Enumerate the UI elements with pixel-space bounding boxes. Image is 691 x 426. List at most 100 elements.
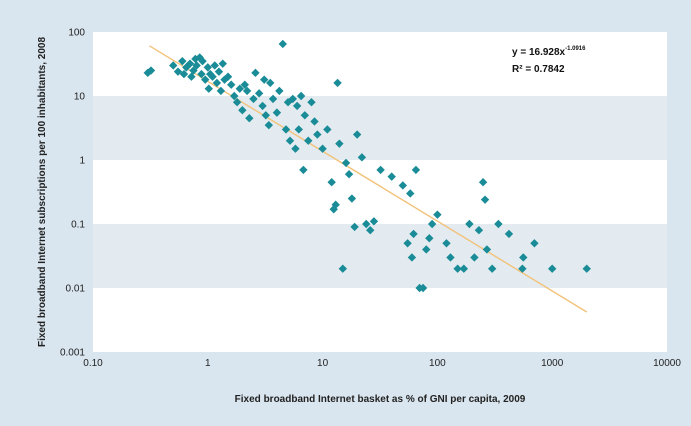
data-point (350, 222, 359, 232)
data-point (275, 86, 284, 96)
data-point (208, 72, 217, 81)
data-point (258, 101, 267, 111)
data-point (278, 39, 287, 49)
data-point (227, 80, 236, 89)
data-point (304, 136, 313, 145)
data-point (218, 59, 227, 68)
x-tick-labels: 0.10 1 10 100 1000 10000 (83, 358, 681, 369)
data-point (418, 283, 428, 293)
y-tick-label: 0.001 (60, 348, 85, 359)
data-point (470, 253, 479, 262)
y-tick-label: 0.01 (66, 284, 86, 295)
y-tick-label: 10 (74, 92, 86, 103)
data-point (453, 264, 462, 273)
data-point (197, 69, 206, 79)
data-point (480, 195, 490, 204)
data-point (272, 108, 282, 117)
data-point (204, 84, 213, 93)
data-point (189, 66, 198, 75)
data-point (232, 98, 242, 107)
data-point (285, 136, 295, 145)
data-point (214, 67, 224, 76)
data-point (530, 239, 539, 248)
plot-area (93, 32, 667, 352)
data-point (425, 233, 434, 243)
data-point (387, 172, 396, 181)
x-tick-label: 100 (429, 358, 446, 369)
data-point (403, 239, 412, 248)
data-point (409, 229, 418, 239)
y-tick-label: 0.1 (71, 220, 85, 231)
data-point (333, 78, 342, 88)
data-point (459, 264, 469, 273)
data-point (357, 153, 367, 162)
x-tick-label: 1 (205, 358, 211, 369)
data-point (212, 78, 222, 88)
data-point (242, 86, 252, 96)
data-point (251, 68, 260, 78)
data-point (504, 229, 514, 239)
data-point (264, 120, 274, 130)
data-point (195, 53, 204, 62)
data-point (254, 89, 264, 98)
data-point (474, 226, 484, 235)
data-point (327, 177, 336, 187)
data-point (178, 56, 187, 66)
data-point (446, 253, 455, 262)
data-point (347, 194, 357, 203)
data-point (582, 264, 591, 273)
y-tick-label: 1 (79, 156, 85, 167)
data-point (362, 219, 371, 229)
data-point (300, 111, 310, 120)
data-point (299, 165, 308, 175)
data-point (268, 94, 278, 104)
data-point (266, 78, 275, 88)
data-point (281, 125, 291, 134)
data-point (487, 264, 497, 273)
data-point (179, 69, 189, 79)
data-point (238, 105, 247, 115)
data-point (519, 253, 528, 262)
data-point (494, 219, 503, 229)
x-tick-label: 1000 (541, 358, 564, 369)
data-point (323, 125, 332, 134)
data-point (482, 245, 492, 254)
y-tick-labels: 0.001 0.01 0.1 1 10 100 (60, 28, 85, 359)
data-point (261, 111, 270, 120)
data-point (427, 219, 437, 229)
data-point (341, 158, 351, 168)
data-point (307, 98, 316, 107)
data-point (169, 61, 178, 70)
data-point (230, 91, 239, 101)
data-point (376, 165, 385, 175)
data-point (235, 84, 245, 93)
data-point (518, 264, 527, 273)
data-point (220, 75, 229, 84)
data-point (442, 239, 451, 248)
data-point (292, 101, 302, 111)
data-point (192, 61, 201, 70)
data-point (245, 113, 254, 123)
y-tick-label: 100 (68, 28, 85, 39)
data-point (201, 75, 210, 84)
data-point (210, 61, 219, 70)
data-point (185, 59, 195, 68)
x-tick-label: 0.10 (83, 358, 103, 369)
data-point (422, 245, 431, 254)
data-point (406, 189, 415, 198)
data-point (198, 56, 207, 66)
data-point (223, 72, 233, 81)
data-point (249, 94, 258, 104)
data-point (366, 226, 375, 235)
data-point (548, 264, 557, 273)
data-point (411, 165, 421, 175)
r-squared-text: R² = 0.7842 (512, 64, 565, 75)
equation-text: y = 16.928x (512, 47, 566, 58)
data-point (240, 80, 249, 89)
data-point (260, 75, 269, 84)
data-point (465, 219, 474, 229)
y-axis-title: Fixed broadband Internet subscriptions p… (37, 37, 48, 348)
data-point (407, 253, 417, 262)
